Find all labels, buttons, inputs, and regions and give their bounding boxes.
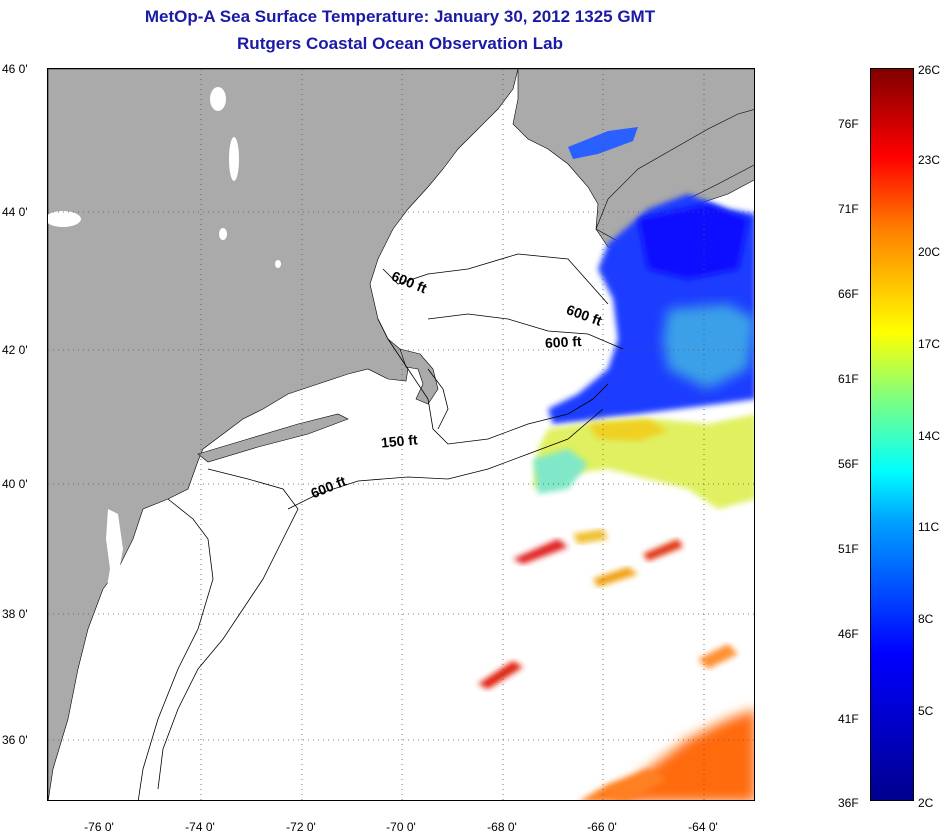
contour-label: 150 ft <box>380 431 419 451</box>
lon-label-68: -68 0' <box>487 820 517 834</box>
colorbar-c-8: 8C <box>918 612 934 626</box>
lon-label-76: -76 0' <box>84 820 114 834</box>
colorbar-f-56: 56F <box>838 457 859 471</box>
colorbar-c-11: 11C <box>918 520 940 534</box>
colorbar-c-23: 23C <box>918 153 941 167</box>
lat-label-46: 46 0' <box>2 62 28 76</box>
colorbar-f-61: 61F <box>838 372 859 386</box>
sst-transition-band <box>533 414 754 509</box>
colorbar-f-36: 36F <box>838 796 859 810</box>
lat-label-42: 42 0' <box>2 343 28 357</box>
lon-label-74: -74 0' <box>185 820 215 834</box>
sst-warm-streak-2 <box>478 661 523 689</box>
lon-label-72: -72 0' <box>286 820 316 834</box>
map-subtitle: Rutgers Coastal Ocean Observation Lab <box>237 34 563 53</box>
lat-label-44: 44 0' <box>2 205 28 219</box>
map-title: MetOp-A Sea Surface Temperature: January… <box>144 7 656 26</box>
lat-label-36: 36 0' <box>2 733 28 747</box>
colorbar-f-71: 71F <box>838 202 859 216</box>
colorbar-f-76: 76F <box>838 117 859 131</box>
land-long-island <box>197 413 349 463</box>
lon-label-66: -66 0' <box>587 820 617 834</box>
colorbar-c-17: 17C <box>918 337 941 351</box>
lat-label-40: 40 0' <box>2 477 28 491</box>
lat-label-38: 38 0' <box>2 607 28 621</box>
colorbar-c-5: 5C <box>918 704 934 718</box>
lon-label-64: -64 0' <box>688 820 718 834</box>
land-cape-cod <box>399 348 439 405</box>
colorbar-c-20: 20C <box>918 245 941 259</box>
colorbar-f-51: 51F <box>838 542 859 556</box>
colorbar-f-66: 66F <box>838 287 859 301</box>
sst-warm-streak-1 <box>513 539 568 564</box>
sst-map: 600 ft 600 ft 600 ft 150 ft 600 ft <box>47 68 755 801</box>
colorbar-c-26: 26C <box>918 63 941 77</box>
colorbar-c-2: 2C <box>918 796 934 810</box>
colorbar-f-46: 46F <box>838 627 859 641</box>
temperature-colorbar <box>870 68 914 801</box>
contour-label: 600 ft <box>544 333 582 351</box>
colorbar-c-14: 14C <box>918 429 941 443</box>
colorbar-f-41: 41F <box>838 712 859 726</box>
lon-label-70: -70 0' <box>386 820 416 834</box>
